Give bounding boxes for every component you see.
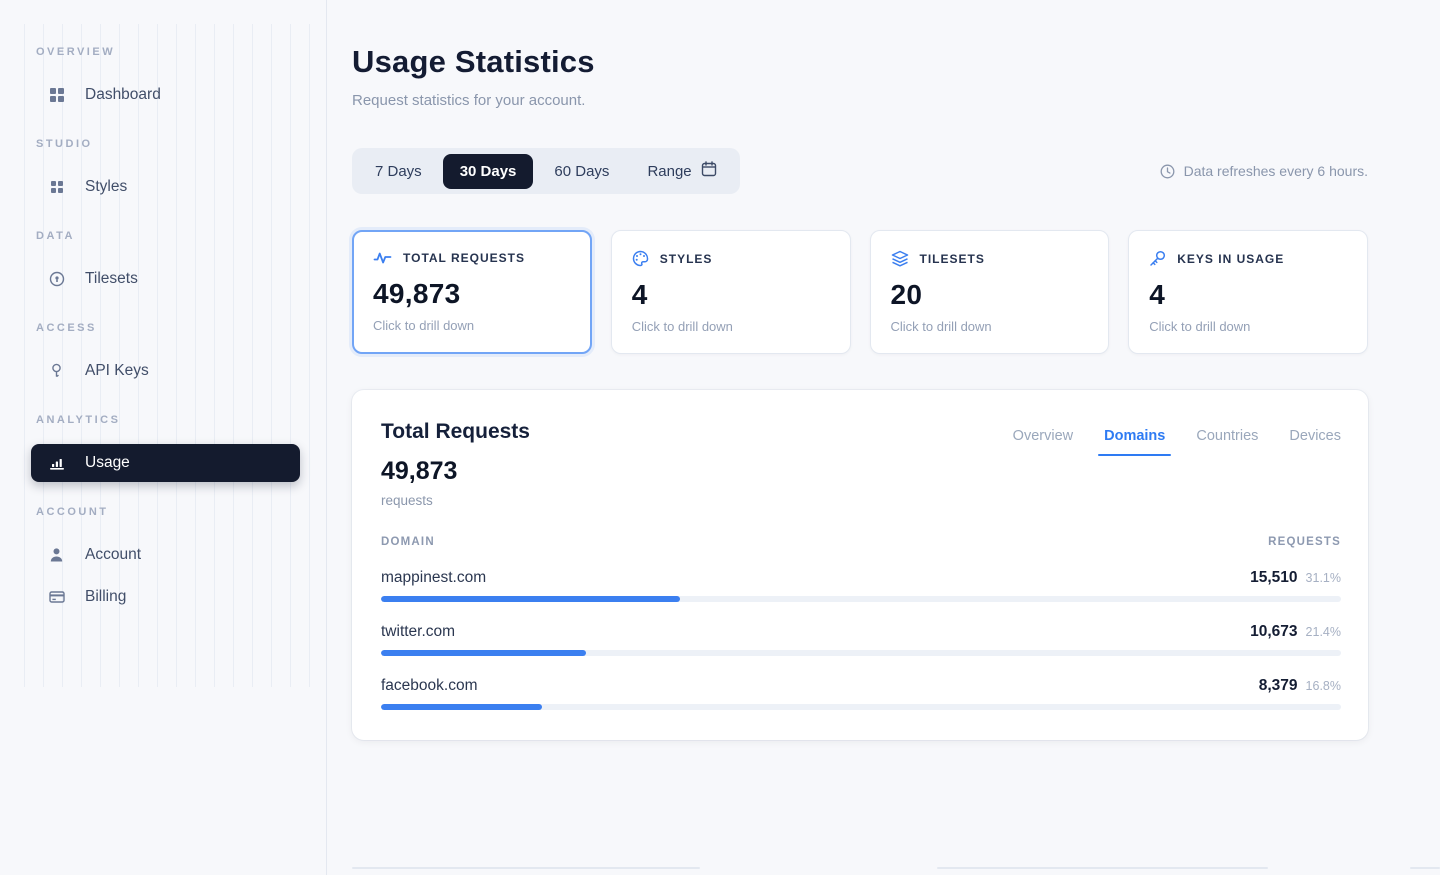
progress-bar-fill — [381, 704, 543, 710]
progress-bar-track — [381, 596, 1341, 602]
stat-card-label: STYLES — [659, 251, 713, 266]
stat-cards-row: TOTAL REQUESTS 49,873 Click to drill dow… — [352, 230, 1368, 354]
clock-icon — [1160, 164, 1175, 179]
main-content: Usage Statistics Request statistics for … — [327, 0, 1440, 875]
refresh-note: Data refreshes every 6 hours. — [1160, 163, 1368, 179]
stat-card-hint: Click to drill down — [1149, 319, 1251, 334]
stat-card-hint: Click to drill down — [890, 319, 992, 334]
panel-tab-countries[interactable]: Countries — [1196, 428, 1258, 456]
credit-card-icon — [48, 589, 65, 606]
sidebar-item-api-keys[interactable]: API Keys — [31, 352, 300, 390]
sidebar-item-styles[interactable]: Styles — [31, 168, 300, 206]
refresh-note-text: Data refreshes every 6 hours. — [1183, 163, 1368, 179]
range-tab-label: Range — [647, 162, 692, 180]
panel-tab-devices[interactable]: Devices — [1289, 428, 1341, 456]
column-header-domain: DOMAIN — [381, 536, 435, 548]
stat-card-value: 4 — [1149, 279, 1166, 310]
stat-card-value: 4 — [631, 279, 648, 310]
panel-value: 49,873 — [381, 457, 458, 485]
sidebar-section-overview: OVERVIEW — [36, 46, 116, 58]
domain-cell: mappinest.com — [381, 569, 487, 586]
layers-icon — [891, 250, 909, 267]
range-tab-60-days[interactable]: 60 Days — [537, 154, 626, 189]
stat-card-tilesets[interactable]: TILESETS 20 Click to drill down — [869, 230, 1110, 354]
requests-cell: 10,673 — [1250, 623, 1298, 640]
activity-icon — [373, 250, 392, 266]
panel-tab-domains[interactable]: Domains — [1098, 428, 1172, 456]
below-fold-divider — [352, 867, 700, 869]
panel-title: Total Requests — [381, 420, 530, 443]
sidebar-section-data: DATA — [36, 230, 75, 242]
sidebar-item-dashboard[interactable]: Dashboard — [31, 76, 300, 114]
below-fold-divider — [937, 867, 1268, 869]
sidebar-item-label: Tilesets — [85, 270, 138, 287]
controls-row: 7 Days 30 Days 60 Days Range Data refres… — [352, 148, 1368, 194]
palette-icon — [632, 250, 649, 267]
sidebar-section-account: ACCOUNT — [36, 506, 109, 518]
stat-card-styles[interactable]: STYLES 4 Click to drill down — [610, 230, 851, 354]
stat-card-label: KEYS IN USAGE — [1177, 251, 1285, 266]
calendar-icon — [701, 161, 717, 181]
map-pin-circle-icon — [48, 271, 65, 288]
sidebar-item-label: Dashboard — [85, 86, 161, 103]
requests-cell: 8,379 — [1258, 677, 1298, 694]
sidebar-item-tilesets[interactable]: Tilesets — [31, 260, 300, 298]
sidebar-item-label: Account — [85, 546, 142, 563]
sidebar-section-analytics: ANALYTICS — [36, 414, 121, 426]
key-icon — [48, 363, 65, 380]
column-header-requests: REQUESTS — [1268, 536, 1341, 548]
sidebar-item-label: Usage — [85, 454, 130, 471]
stat-card-label: TILESETS — [919, 251, 985, 266]
panel-summary: Total Requests 49,873 requests — [381, 420, 530, 508]
table-header-row: DOMAIN REQUESTS — [381, 536, 1341, 548]
total-requests-panel: Total Requests 49,873 requests Overview … — [352, 390, 1368, 740]
percent-cell: 16.8% — [1305, 679, 1341, 693]
stat-card-total-requests[interactable]: TOTAL REQUESTS 49,873 Click to drill dow… — [352, 230, 592, 354]
table-row: mappinest.com 15,510 31.1% — [381, 569, 1341, 602]
page-title: Usage Statistics — [352, 44, 595, 79]
progress-bar-fill — [381, 650, 587, 656]
styles-grid-icon — [48, 179, 65, 196]
table-row: twitter.com 10,673 21.4% — [381, 623, 1341, 656]
range-tab-30-days[interactable]: 30 Days — [442, 153, 534, 189]
stat-card-value: 20 — [890, 279, 923, 310]
sidebar-section-studio: STUDIO — [36, 138, 93, 150]
panel-tab-group: Overview Domains Countries Devices — [1013, 428, 1341, 456]
sidebar-item-usage[interactable]: Usage — [31, 444, 300, 482]
sidebar: OVERVIEW Dashboard STUDIO Styles DATA — [0, 0, 327, 875]
progress-bar-track — [381, 704, 1341, 710]
stat-card-hint: Click to drill down — [373, 318, 475, 333]
stat-card-value: 49,873 — [373, 278, 461, 309]
sidebar-item-label: API Keys — [85, 362, 149, 379]
sidebar-item-account[interactable]: Account — [31, 536, 300, 574]
page-subtitle: Request statistics for your account. — [352, 92, 586, 109]
range-tab-custom-range[interactable]: Range — [630, 152, 733, 190]
stat-card-keys-in-usage[interactable]: KEYS IN USAGE 4 Click to drill down — [1128, 230, 1368, 354]
percent-cell: 31.1% — [1305, 571, 1341, 585]
domain-cell: facebook.com — [381, 677, 478, 694]
progress-bar-track — [381, 650, 1341, 656]
stat-card-hint: Click to drill down — [631, 319, 733, 334]
sidebar-section-access: ACCESS — [36, 322, 97, 334]
panel-tab-overview[interactable]: Overview — [1013, 428, 1073, 456]
sidebar-item-billing[interactable]: Billing — [31, 578, 300, 616]
user-icon — [48, 547, 65, 564]
sidebar-item-label: Styles — [85, 178, 128, 195]
domain-cell: twitter.com — [381, 623, 456, 640]
range-tab-7-days[interactable]: 7 Days — [358, 154, 439, 189]
key-icon — [1149, 250, 1166, 267]
dashboard-grid-icon — [48, 87, 65, 104]
progress-bar-fill — [381, 596, 680, 602]
percent-cell: 21.4% — [1305, 625, 1341, 639]
table-row: facebook.com 8,379 16.8% — [381, 677, 1341, 710]
panel-unit: requests — [381, 493, 433, 508]
stat-card-label: TOTAL REQUESTS — [403, 251, 526, 265]
sidebar-nav: OVERVIEW Dashboard STUDIO Styles DATA — [0, 0, 326, 616]
sidebar-item-label: Billing — [85, 588, 127, 605]
below-fold-divider — [1410, 867, 1440, 869]
bar-chart-icon — [48, 455, 65, 472]
requests-cell: 15,510 — [1250, 569, 1298, 586]
date-range-tab-group: 7 Days 30 Days 60 Days Range — [352, 148, 740, 194]
